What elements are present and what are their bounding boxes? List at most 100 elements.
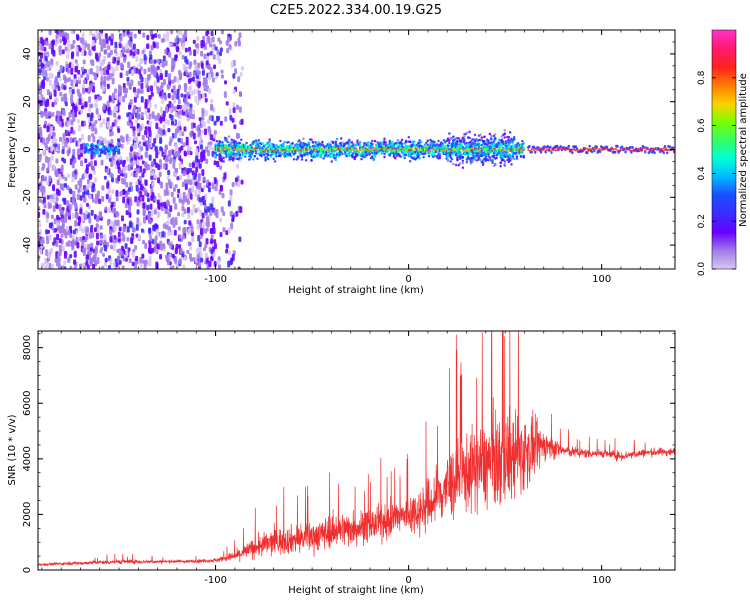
- noise-cell: [209, 67, 213, 74]
- noise-cell: [59, 115, 63, 122]
- noise-cell: [67, 257, 71, 264]
- noise-cell: [230, 61, 234, 68]
- noise-cell: [141, 194, 145, 202]
- noise-cell: [56, 179, 60, 186]
- noise-cell: [195, 166, 199, 173]
- noise-cell: [70, 30, 74, 35]
- noise-cell: [203, 53, 207, 60]
- noise-cell: [40, 37, 44, 45]
- noise-cell: [230, 222, 234, 230]
- noise-cell: [61, 225, 65, 233]
- noise-cell: [55, 221, 59, 227]
- noise-cell: [125, 70, 129, 77]
- noise-cell: [166, 220, 170, 226]
- noise-cell: [48, 110, 52, 117]
- noise-cell: [122, 95, 126, 103]
- noise-cell: [205, 146, 209, 153]
- signal-core-cell: [217, 147, 220, 150]
- noise-cell: [189, 179, 193, 186]
- noise-cell: [72, 148, 76, 156]
- noise-cell: [94, 193, 98, 201]
- noise-cell: [92, 263, 96, 269]
- noise-cell: [154, 223, 158, 229]
- noise-cell: [163, 163, 167, 170]
- noise-cell: [38, 229, 42, 236]
- noise-cell: [186, 91, 190, 97]
- signal-cell: [418, 157, 421, 160]
- noise-cell: [178, 193, 182, 199]
- noise-cell: [82, 87, 86, 95]
- signal-core-cell: [595, 147, 598, 150]
- noise-cell: [194, 208, 198, 214]
- noise-cell: [181, 43, 185, 50]
- noise-cell: [232, 89, 236, 94]
- noise-cell: [60, 233, 64, 238]
- signal-cell: [452, 135, 455, 138]
- noise-cell: [134, 108, 138, 113]
- signal-cell: [383, 137, 386, 141]
- noise-cell: [72, 130, 76, 135]
- noise-cell: [183, 179, 187, 184]
- signal-cell: [256, 141, 259, 145]
- noise-cell: [42, 138, 46, 145]
- noise-cell: [113, 112, 117, 118]
- noise-cell: [147, 73, 151, 81]
- noise-cell: [50, 58, 54, 65]
- signal-cell: [226, 140, 229, 144]
- noise-cell: [156, 199, 160, 205]
- noise-cell: [112, 246, 116, 252]
- signal-core-cell: [415, 147, 418, 150]
- noise-cell: [71, 241, 75, 248]
- noise-cell: [102, 252, 106, 257]
- signal-cell: [456, 158, 459, 162]
- noise-cell: [100, 69, 104, 77]
- noise-cell: [125, 182, 129, 188]
- noise-cell: [127, 247, 131, 252]
- noise-cell: [143, 161, 147, 168]
- noise-cell: [50, 214, 54, 220]
- signal-cell: [254, 152, 258, 155]
- signal-cell: [521, 144, 524, 147]
- noise-cell: [46, 195, 50, 200]
- signal-cell: [458, 162, 462, 165]
- noise-cell: [205, 216, 209, 223]
- signal-cell: [240, 156, 243, 160]
- noise-cell: [166, 34, 170, 42]
- noise-cell: [61, 265, 65, 269]
- noise-cell: [191, 236, 195, 241]
- noise-cell: [217, 37, 221, 42]
- noise-cell: [200, 62, 204, 69]
- noise-cell: [164, 144, 168, 151]
- noise-cell: [89, 247, 93, 252]
- signal-cell: [507, 146, 511, 149]
- noise-cell: [184, 83, 188, 90]
- noise-cell: [101, 196, 105, 202]
- noise-cell: [192, 162, 196, 167]
- noise-cell: [45, 235, 49, 241]
- noise-cell: [148, 260, 152, 267]
- noise-cell: [135, 67, 139, 74]
- noise-cell: [80, 105, 84, 110]
- noise-cell: [74, 220, 78, 227]
- noise-cell: [185, 66, 189, 71]
- noise-cell: [208, 182, 212, 187]
- signal-cell: [473, 133, 477, 137]
- noise-cell: [39, 110, 43, 116]
- noise-cell: [152, 33, 156, 39]
- noise-cell: [117, 238, 121, 243]
- noise-cell: [103, 39, 107, 45]
- signal-cell: [335, 137, 339, 141]
- signal-cell: [448, 138, 451, 142]
- noise-cell: [217, 260, 221, 265]
- noise-cell: [45, 40, 49, 46]
- noise-cell: [81, 214, 85, 222]
- noise-cell: [51, 112, 55, 117]
- noise-cell: [82, 59, 86, 65]
- noise-cell: [188, 71, 192, 77]
- noise-cell: [197, 189, 201, 194]
- noise-cell: [45, 249, 49, 256]
- noise-cell: [186, 117, 190, 122]
- noise-cell: [105, 193, 109, 200]
- noise-cell: [131, 251, 135, 258]
